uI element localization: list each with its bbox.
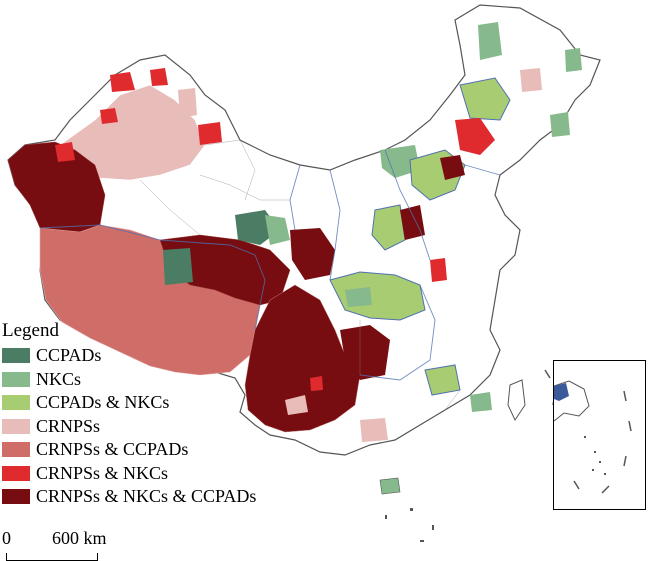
region-qinghai-nkc	[265, 215, 290, 245]
region-ne-mix	[459, 77, 511, 121]
province-boundaries	[39, 149, 501, 381]
legend-swatch	[2, 442, 30, 458]
scale-bar: 0 600 km	[0, 520, 120, 561]
legend-swatch	[2, 371, 30, 387]
internal-boundaries	[139, 139, 461, 411]
scale-zero-label: 0	[2, 528, 11, 548]
region-hebei	[371, 204, 406, 251]
legend-items: CCPADs NKCs CCPADs & NKCs CRNPSs CRNPSs & CC…	[2, 344, 256, 509]
region-southwest-red	[310, 376, 323, 391]
region-north-dark	[440, 155, 465, 180]
legend-item: CRNPSs	[2, 415, 256, 439]
scale-distance-label: 600 km	[52, 528, 107, 548]
region-central-dark	[340, 325, 390, 380]
legend-item: CCPADs	[2, 344, 256, 368]
region-north-nkc	[380, 145, 420, 178]
region-central-nkc	[345, 287, 372, 307]
region-xinjiang-red-3	[198, 122, 222, 145]
region-east-nkc	[470, 392, 492, 412]
legend-label: CCPADs	[36, 345, 102, 366]
inset-region	[554, 383, 569, 401]
legend-item: NKCs	[2, 368, 256, 392]
region-east-mix	[424, 364, 461, 396]
legend-label: NKCs	[36, 368, 82, 389]
legend-label: CCPADs & NKCs	[36, 392, 170, 413]
inset-dashes	[573, 390, 632, 494]
legend-label: CRNPSs & CCPADs	[36, 439, 189, 460]
region-ne-red	[455, 118, 495, 155]
region-xinjiang-pink-1	[178, 88, 197, 118]
legend-label: CRNPSs	[36, 415, 101, 436]
legend-item: CRNPSs & NKCs & CCPADs	[2, 485, 256, 509]
legend-item: CCPADs & NKCs	[2, 391, 256, 415]
inset-map	[553, 380, 632, 494]
legend-swatch	[2, 418, 30, 434]
legend-label: CRNPSs & NKCs	[36, 462, 169, 483]
legend: Legend CCPADs NKCs CCPADs & NKCs CRNPSs CRNP…	[2, 320, 256, 509]
legend-swatch	[2, 348, 30, 364]
region-qinghai-green	[163, 248, 193, 285]
region-central-dark-2	[290, 228, 335, 280]
legend-item: CRNPSs & CCPADs	[2, 438, 256, 462]
region-hainan	[379, 477, 401, 495]
region-central-green	[329, 271, 426, 321]
region-west-red	[55, 142, 75, 162]
inset-coast	[553, 380, 590, 422]
south-islands	[385, 508, 434, 542]
region-xinjiang-red-1	[110, 72, 135, 92]
region-hebei-dark	[400, 205, 425, 240]
region-xinjiang-red-4	[100, 108, 118, 124]
taiwan-island	[507, 379, 526, 422]
legend-swatch	[2, 489, 30, 505]
region-ne-nkc-2	[565, 48, 582, 72]
legend-title: Legend	[2, 320, 59, 341]
region-xinjiang-red-2	[150, 68, 168, 86]
legend-swatch	[2, 465, 30, 481]
region-ne-nkc-3	[550, 112, 570, 137]
legend-swatch	[2, 395, 30, 411]
region-southwest-pink	[285, 395, 308, 415]
legend-item: CRNPSs & NKCs	[2, 462, 256, 486]
region-ne-nkc-1	[478, 22, 502, 60]
region-ne-pink	[520, 68, 542, 92]
legend-label: CRNPSs & NKCs & CCPADs	[36, 486, 257, 507]
region-east-red	[430, 258, 447, 282]
region-yunnan-pink	[360, 418, 388, 442]
south-china-sea-inset	[553, 360, 646, 510]
region-southwest	[244, 284, 361, 433]
inset-islands	[584, 436, 606, 475]
